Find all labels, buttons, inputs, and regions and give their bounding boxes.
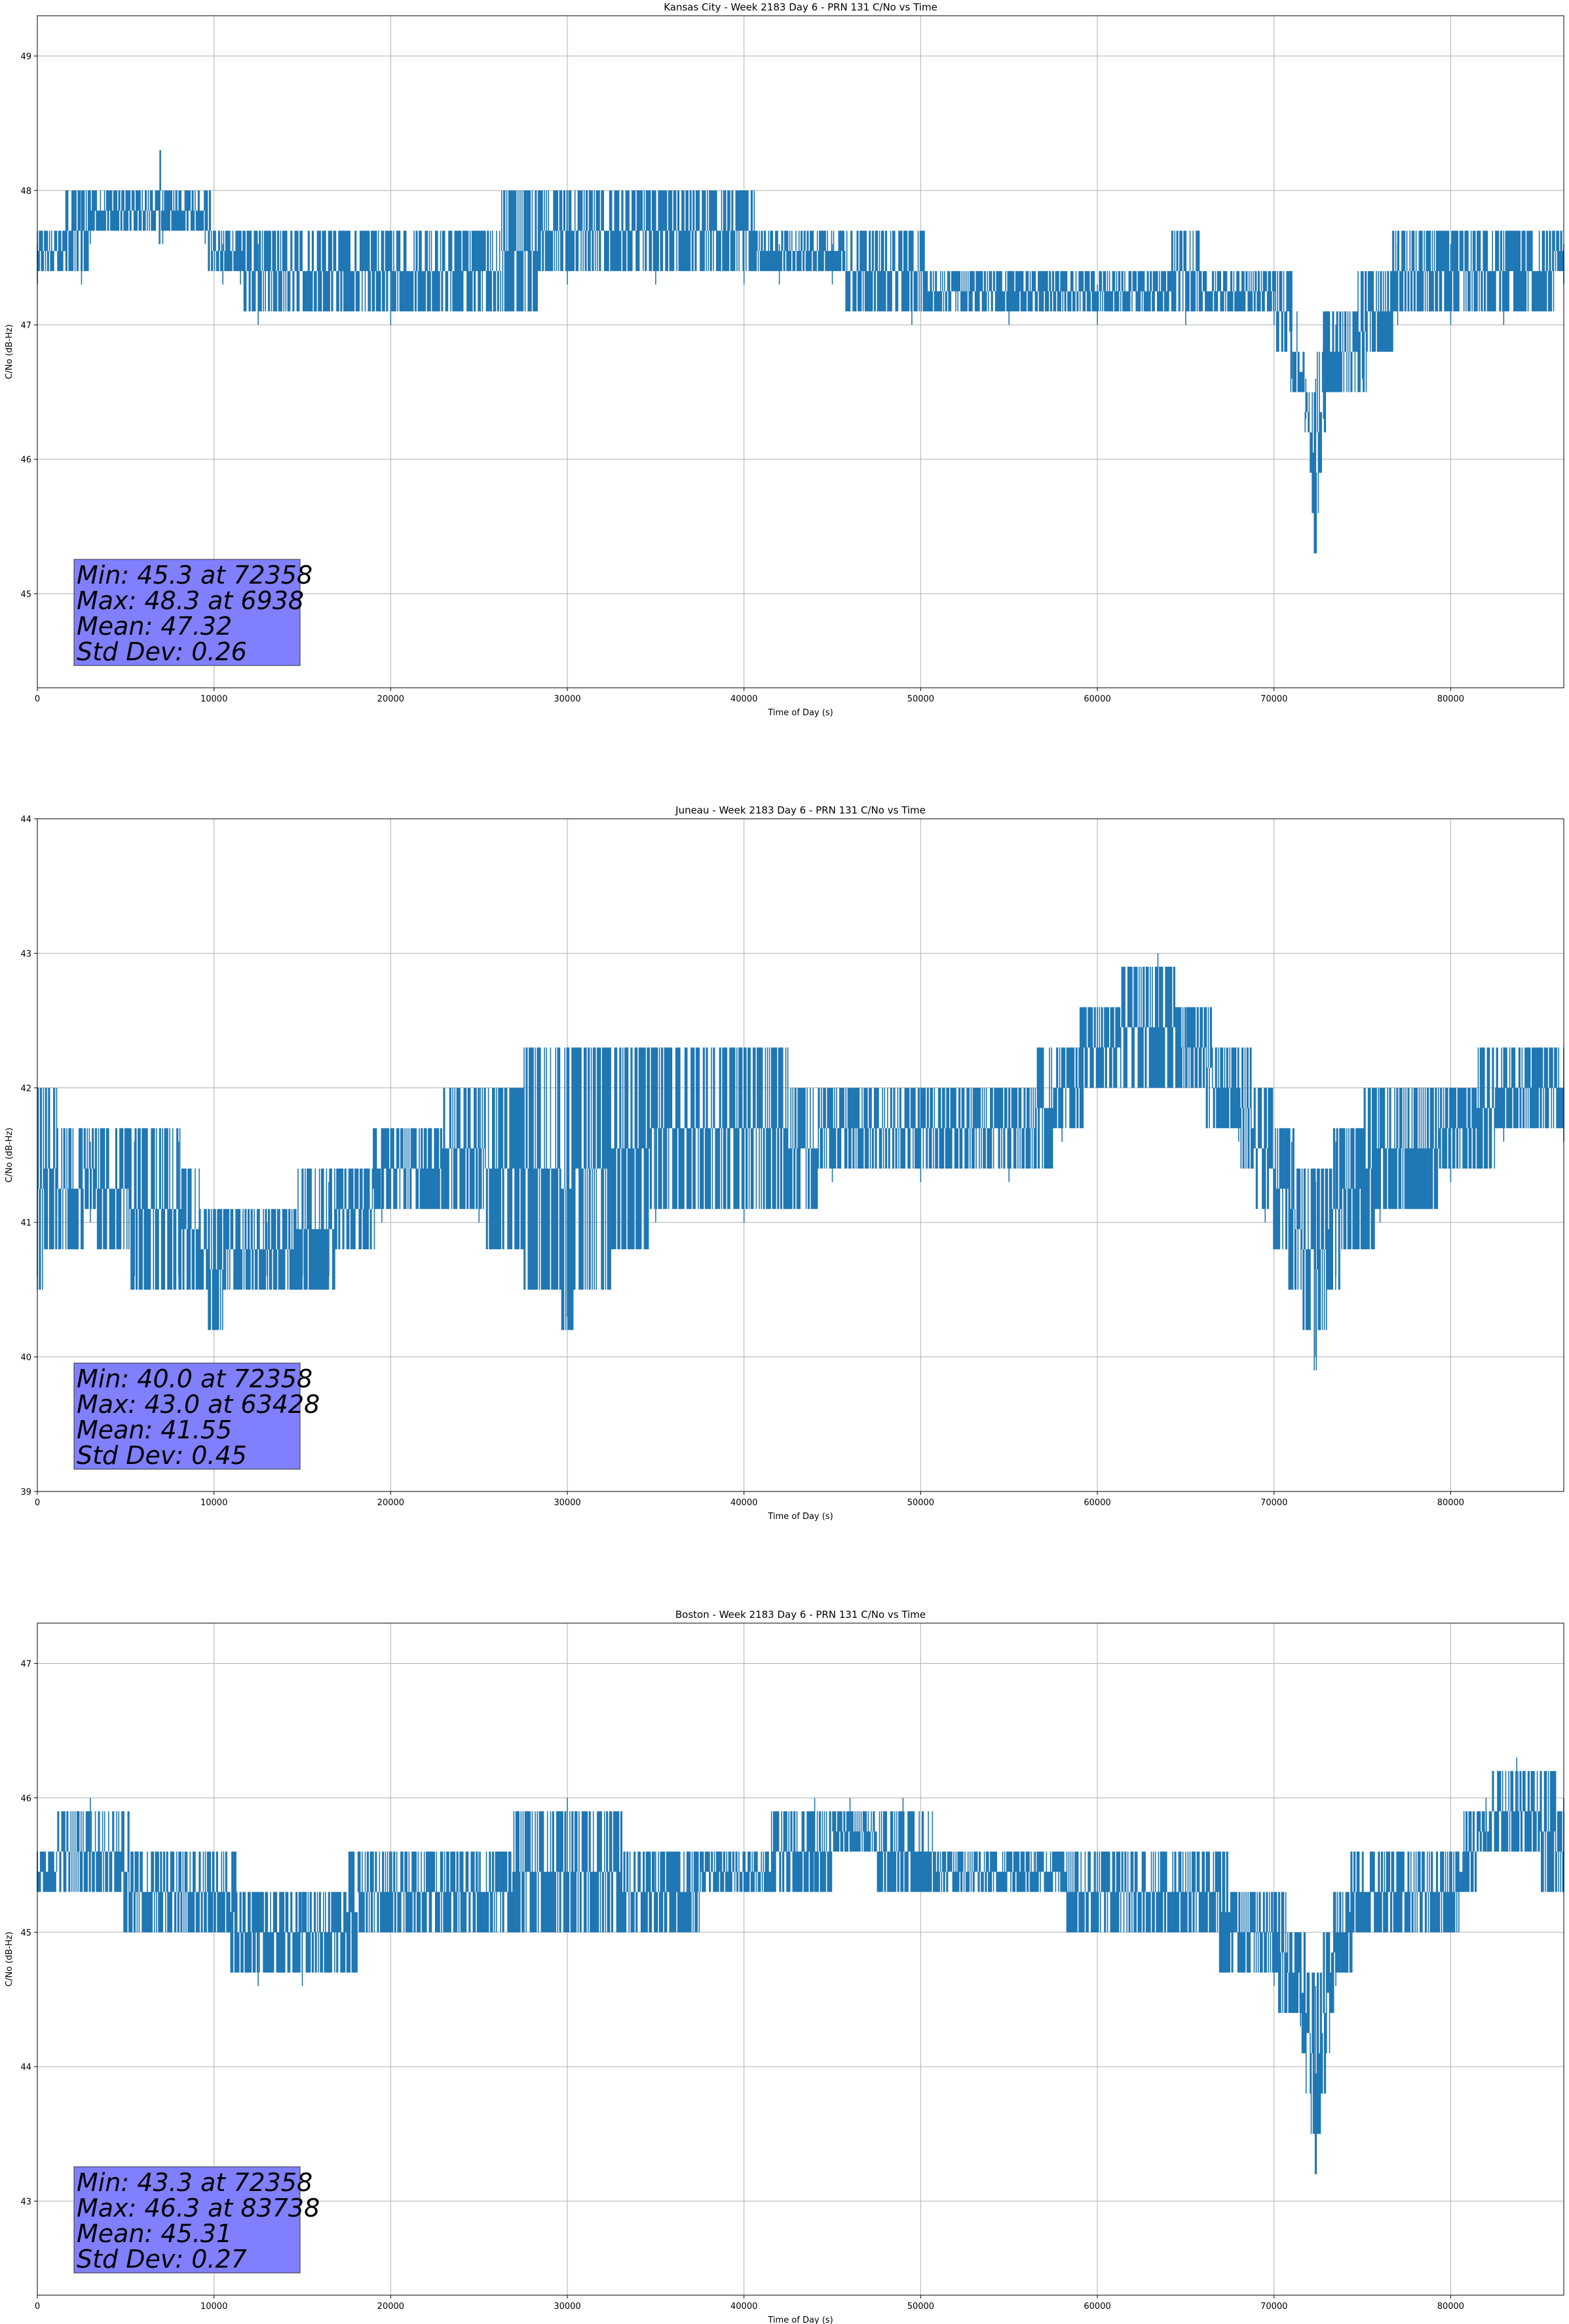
chart-0: 0 10000 20000 30000 40000 50000 60000 70000 8000… — [5, 1, 1564, 718]
series-line — [37, 1757, 1564, 2175]
y-tick-label: 47 — [20, 321, 31, 331]
stats-line: Mean: 45.31 — [77, 2219, 232, 2248]
x-tick-label: 30000 — [554, 694, 580, 704]
x-tick-label: 50000 — [907, 2302, 934, 2312]
series-line — [37, 150, 1564, 553]
x-tick-label: 20000 — [377, 1498, 404, 1508]
x-tick-label: 50000 — [907, 694, 934, 704]
y-tick-label: 45 — [20, 590, 31, 599]
chart-1: 0 10000 20000 30000 40000 50000 60000 70000 8000… — [5, 804, 1564, 1522]
stats-line: Max: 48.3 at 6938 — [77, 586, 304, 615]
x-tick-label: 10000 — [200, 694, 227, 704]
x-tick-label: 20000 — [377, 694, 404, 704]
y-tick-label: 43 — [20, 2197, 31, 2207]
x-tick-label: 70000 — [1260, 1498, 1287, 1508]
x-tick-label: 40000 — [730, 2302, 757, 2312]
y-tick-label: 47 — [20, 1660, 31, 1670]
x-tick-label: 80000 — [1437, 2302, 1464, 2312]
x-tick-label: 30000 — [554, 2302, 580, 2312]
stats-line: Mean: 41.55 — [77, 1415, 232, 1444]
y-axis-label: C/No (dB-Hz) — [5, 324, 14, 379]
y-tick-label: 42 — [20, 1084, 31, 1094]
stats-line: Std Dev: 0.26 — [77, 637, 247, 666]
series-line — [37, 953, 1564, 1371]
y-tick-label: 46 — [20, 455, 31, 465]
stats-line: Max: 43.0 at 63428 — [77, 1390, 320, 1419]
y-tick-label: 48 — [20, 187, 31, 197]
chart-title: Boston - Week 2183 Day 6 - PRN 131 C/No … — [675, 1609, 926, 1621]
axes-frame — [37, 1622, 1564, 2296]
x-tick-label: 10000 — [200, 2302, 227, 2312]
chart-2: 0 10000 20000 30000 40000 50000 60000 70000 8000… — [5, 1609, 1564, 2324]
x-tick-label: 80000 — [1437, 1498, 1464, 1508]
y-axis-label: C/No (dB-Hz) — [5, 1128, 14, 1183]
x-tick-label: 80000 — [1437, 694, 1464, 704]
stats-line: Min: 43.3 at 72358 — [77, 2168, 312, 2197]
y-tick-label: 41 — [20, 1218, 31, 1228]
stats-line: Std Dev: 0.27 — [77, 2245, 247, 2274]
x-axis-label: Time of Day (s) — [767, 708, 833, 718]
x-tick-label: 10000 — [200, 1498, 227, 1508]
stats-box — [73, 1362, 301, 1470]
stats-line: Std Dev: 0.45 — [77, 1441, 247, 1470]
x-tick-label: 70000 — [1260, 694, 1287, 704]
x-tick-label: 70000 — [1260, 2302, 1287, 2312]
x-tick-label: 0 — [35, 2302, 40, 2312]
y-tick-label: 45 — [20, 1928, 31, 1938]
x-tick-label: 60000 — [1084, 694, 1110, 704]
stats-box — [73, 2166, 301, 2274]
x-tick-label: 60000 — [1084, 1498, 1110, 1508]
x-tick-label: 20000 — [377, 2302, 404, 2312]
stats-line: Min: 40.0 at 72358 — [77, 1364, 312, 1393]
stats-line: Max: 46.3 at 83738 — [77, 2194, 320, 2222]
x-tick-label: 0 — [35, 1498, 40, 1508]
x-tick-label: 40000 — [730, 694, 757, 704]
chart-title: Juneau - Week 2183 Day 6 - PRN 131 C/No … — [675, 804, 926, 816]
x-tick-label: 0 — [35, 694, 40, 704]
stats-box — [73, 559, 301, 666]
chart-title: Kansas City - Week 2183 Day 6 - PRN 131 … — [664, 1, 937, 13]
x-axis-label: Time of Day (s) — [767, 1512, 833, 1522]
x-tick-label: 40000 — [730, 1498, 757, 1508]
x-tick-label: 30000 — [554, 1498, 580, 1508]
x-tick-label: 50000 — [907, 1498, 934, 1508]
y-tick-label: 40 — [20, 1353, 31, 1363]
y-tick-label: 49 — [20, 52, 31, 62]
y-tick-label: 46 — [20, 1794, 31, 1804]
y-axis-label: C/No (dB-Hz) — [5, 1932, 14, 1987]
axes-frame — [37, 15, 1564, 688]
x-axis-label: Time of Day (s) — [767, 2315, 833, 2324]
y-tick-label: 39 — [20, 1488, 31, 1497]
y-tick-label: 44 — [20, 815, 31, 825]
stats-line: Min: 45.3 at 72358 — [77, 561, 312, 590]
axes-frame — [37, 818, 1564, 1492]
stats-line: Mean: 47.32 — [77, 612, 232, 641]
y-tick-label: 43 — [20, 949, 31, 959]
x-tick-label: 60000 — [1084, 2302, 1110, 2312]
y-tick-label: 44 — [20, 2063, 31, 2072]
